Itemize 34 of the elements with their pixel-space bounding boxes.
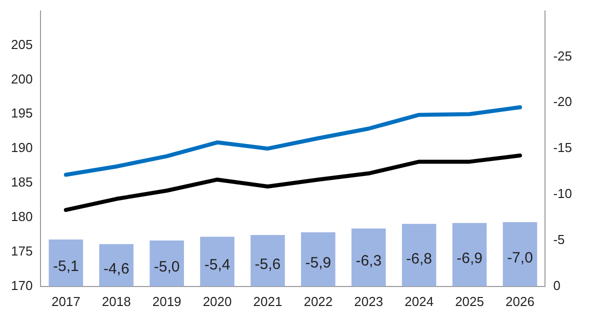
y2-tick-label: -25 [553, 48, 572, 64]
data-label: -5,0 [154, 258, 180, 276]
data-label: -4,6 [103, 260, 130, 278]
x-tick-label: 2023 [354, 294, 384, 309]
y-tick-label: 190 [10, 140, 33, 156]
y-tick-label: 200 [10, 71, 33, 86]
x-tick-label: 2019 [152, 294, 182, 309]
data-label: -5,4 [204, 256, 230, 274]
x-tick-label: 2024 [404, 294, 434, 309]
y-tick-label: 170 [10, 278, 33, 293]
y2-tick-label: -5 [553, 232, 565, 248]
x-tick-label: 2022 [304, 294, 333, 309]
y2-tick-label: 0 [553, 278, 560, 293]
data-label: -6,9 [456, 250, 482, 267]
data-label: -7,0 [507, 249, 533, 266]
x-tick-label: 2017 [51, 294, 80, 309]
data-label: -6,3 [356, 252, 382, 270]
data-label: -6,8 [406, 250, 432, 268]
data-label: -5,6 [254, 256, 281, 273]
x-tick-label: 2025 [455, 294, 484, 309]
x-tick-label: 2020 [202, 294, 232, 309]
y2-tick-label: -15 [553, 140, 572, 156]
y2-tick-label: -20 [553, 94, 572, 110]
x-tick-label: 2026 [506, 294, 534, 309]
x-tick-label: 2018 [102, 294, 131, 309]
y-tick-label: 205 [10, 36, 33, 52]
data-label: -5,1 [52, 258, 79, 276]
y-tick-label: 185 [10, 174, 33, 190]
x-tick-label: 2021 [253, 294, 282, 309]
y-tick-label: 180 [10, 209, 33, 224]
y2-tick-label: -10 [553, 186, 572, 202]
y-tick-label: 195 [10, 106, 33, 121]
data-label: -5,9 [305, 254, 332, 272]
y-tick-label: 175 [10, 244, 33, 259]
